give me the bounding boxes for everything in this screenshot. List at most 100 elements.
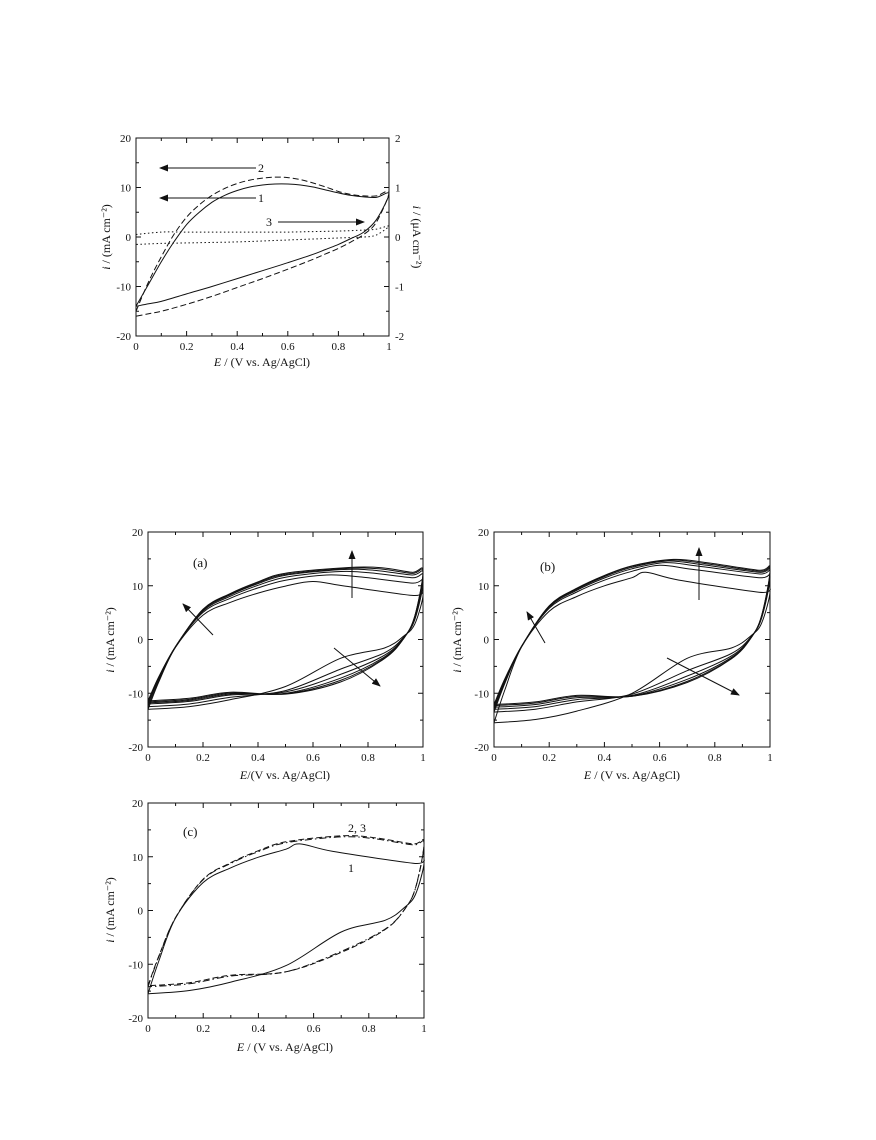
- cv-cycle-5: [147, 567, 424, 703]
- cv-cycle-6: [147, 566, 424, 702]
- y-tick-label: 20: [132, 527, 144, 539]
- chart-c: 0 0.2 0.4 0.6 0.8 1 20 10 0 -10 -20 E / …: [103, 798, 427, 1054]
- x-tick-label: 0.6: [307, 1023, 321, 1035]
- x-tick-label: 0.8: [708, 752, 722, 764]
- arrow-lower-left: [526, 611, 546, 644]
- x-axis-title-symbol: E: [236, 1040, 245, 1054]
- curve-label-3: 3: [266, 215, 272, 229]
- arrow-lower-right: [333, 647, 381, 687]
- chart-top: 0 0.2 0.4 0.6 0.8 1 20 10 0 -10 -20 2 1 …: [99, 133, 424, 369]
- x-tick-label: 0: [491, 752, 497, 764]
- cv-cycle-6: [493, 558, 771, 705]
- y-axis-title: i / (mA cm⁻²): [103, 877, 117, 943]
- y-tick-labels: 20 10 0 -10 -20: [474, 527, 489, 754]
- x-axis-title-text: / (V vs. Ag/AgCl): [591, 768, 680, 782]
- tick-marks: [147, 531, 424, 748]
- x-tick-label: 0.4: [251, 752, 265, 764]
- y2-axis-title: i / (μA cm⁻²): [410, 206, 424, 269]
- curves: [147, 835, 425, 995]
- cv-cycle-5: [493, 559, 771, 707]
- x-tick-label: 0.8: [332, 341, 346, 353]
- annotations: [526, 547, 740, 696]
- x-tick-labels: 0 0.2 0.4 0.6 0.8 1: [133, 341, 392, 353]
- curves: [147, 566, 424, 710]
- arrow-lower-left: [182, 603, 214, 636]
- x-axis-title-symbol: E: [239, 768, 248, 782]
- x-tick-label: 0.6: [306, 752, 320, 764]
- y-tick-labels: 20 10 0 -10 -20: [128, 798, 143, 1025]
- x-tick-label: 1: [386, 341, 392, 353]
- cv-cycle-3: [493, 562, 771, 710]
- x-tick-labels: 0 0.2 0.4 0.6 0.8 1: [491, 752, 773, 764]
- x-axis-title-text: / (V vs. Ag/AgCl): [244, 1040, 333, 1054]
- plot-frame: [147, 531, 424, 748]
- cv-cycle-4: [493, 560, 771, 708]
- y2-tick-label: 1: [395, 183, 401, 195]
- y-axis-title-symbol: i: [99, 266, 113, 269]
- y-tick-labels: 20 10 0 -10 -20: [128, 527, 143, 754]
- y2-tick-labels: 2 1 0 -1 -2: [395, 133, 404, 343]
- tick-marks: [135, 137, 390, 337]
- x-axis-title: E / (V vs. Ag/AgCl): [236, 1040, 333, 1054]
- curve-label-2-3: 2, 3: [348, 821, 366, 835]
- y-tick-label: 20: [120, 133, 132, 145]
- y-tick-label: -20: [128, 1013, 143, 1025]
- cv-cycle-3: [147, 836, 425, 988]
- x-tick-label: 0.4: [598, 752, 612, 764]
- y-tick-label: 0: [138, 906, 144, 918]
- y-axis-title-text: / (mA cm⁻²): [103, 607, 117, 669]
- y-tick-label: -10: [116, 282, 131, 294]
- annotations: 2 1 3: [159, 161, 365, 229]
- y-axis-title-text: / (mA cm⁻²): [99, 204, 113, 266]
- cv-cycle-2: [147, 835, 425, 987]
- x-axis-title-text: /(V vs. Ag/AgCl): [247, 768, 330, 782]
- x-tick-label: 0.6: [281, 341, 295, 353]
- x-tick-label: 0.2: [196, 1023, 210, 1035]
- y-tick-label: -10: [474, 688, 489, 700]
- tick-marks: [147, 802, 425, 1019]
- panel-label: (b): [540, 559, 555, 574]
- y2-tick-label: 0: [395, 232, 401, 244]
- cv-curve-3: [135, 225, 390, 245]
- y-tick-label: -20: [474, 742, 489, 754]
- curve-label-2: 2: [258, 161, 264, 175]
- y-tick-label: -20: [128, 742, 143, 754]
- x-tick-label: 0.6: [653, 752, 667, 764]
- y-tick-label: -20: [116, 331, 131, 343]
- x-axis-title-text: / (V vs. Ag/AgCl): [221, 355, 310, 369]
- annotations: [182, 550, 381, 687]
- y-tick-label: 10: [120, 183, 132, 195]
- y-axis-title-text: / (mA cm⁻²): [103, 877, 117, 939]
- cv-cycle-2: [147, 574, 424, 708]
- y-tick-label: 0: [126, 232, 132, 244]
- x-tick-label: 0.2: [196, 752, 210, 764]
- x-tick-labels: 0 0.2 0.4 0.6 0.8 1: [145, 1023, 427, 1035]
- cv-cycle-3: [147, 570, 424, 705]
- y-axis-title: i / (mA cm⁻²): [450, 607, 464, 673]
- y-tick-label: 20: [478, 527, 490, 539]
- y-tick-label: 20: [132, 798, 144, 810]
- tick-marks: [493, 531, 771, 748]
- y-tick-label: 10: [478, 581, 490, 593]
- plot-frame: [493, 531, 771, 748]
- x-axis-title-symbol: E: [213, 355, 222, 369]
- y-tick-label: -10: [128, 688, 143, 700]
- x-tick-label: 1: [767, 752, 773, 764]
- x-axis-title: E / (V vs. Ag/AgCl): [583, 768, 680, 782]
- y-tick-label: 10: [132, 581, 144, 593]
- x-axis-title: E/(V vs. Ag/AgCl): [239, 768, 330, 782]
- x-axis-title: E / (V vs. Ag/AgCl): [213, 355, 310, 369]
- x-axis-title-symbol: E: [583, 768, 592, 782]
- cv-cycle-4: [147, 568, 424, 704]
- x-tick-label: 0.8: [361, 752, 375, 764]
- y-axis-title-text: / (mA cm⁻²): [450, 607, 464, 669]
- y-axis-title: i / (mA cm⁻²): [99, 204, 113, 270]
- x-tick-label: 0: [133, 341, 139, 353]
- chart-b: 0 0.2 0.4 0.6 0.8 1 20 10 0 -10 -20 E / …: [450, 527, 773, 782]
- y2-tick-label: 2: [395, 133, 401, 145]
- x-tick-label: 0: [145, 752, 151, 764]
- x-tick-label: 0.4: [230, 341, 244, 353]
- cv-cycle-1: [493, 571, 771, 724]
- curve-label-1: 1: [258, 191, 264, 205]
